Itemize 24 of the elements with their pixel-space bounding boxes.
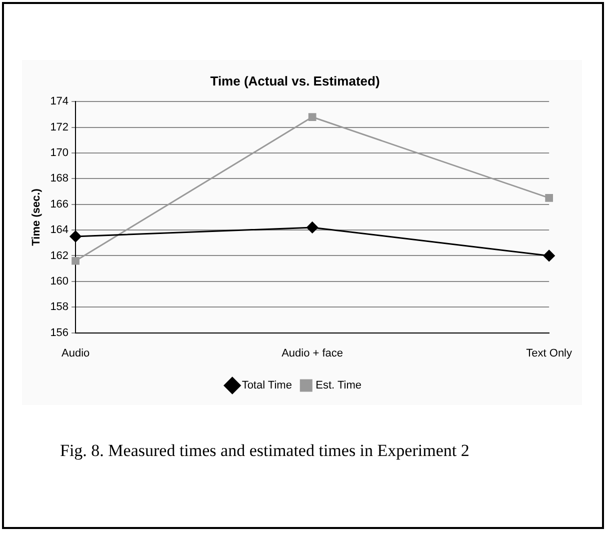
y-tick-label: 166	[50, 198, 69, 210]
y-tick-label: 158	[50, 301, 69, 314]
legend-label: Est. Time	[316, 380, 362, 392]
y-tick-label: 156	[50, 326, 69, 339]
y-tick-label: 164	[50, 224, 69, 236]
y-axis-title: Time (sec.)	[30, 188, 43, 246]
point	[545, 194, 554, 202]
y-tick-label: 160	[50, 275, 69, 288]
point	[308, 113, 316, 121]
legend-label: Total Time	[242, 380, 292, 392]
y-tick-label: 168	[50, 172, 69, 185]
x-tick-label: Audio	[61, 347, 90, 360]
caption: Fig. 8. Measured times and estimated times in Experiment 2	[60, 440, 470, 462]
x-tick-label: Audio + face	[282, 347, 344, 360]
point	[543, 250, 555, 262]
point	[70, 230, 82, 242]
y-tick-label: 162	[50, 250, 69, 262]
y-tick-label: 170	[50, 147, 69, 160]
y-tick-label: 174	[50, 96, 69, 108]
x-tick-label: Text Only	[526, 347, 572, 360]
point	[72, 256, 80, 265]
y-tick-label: 172	[50, 121, 69, 134]
point	[306, 222, 318, 234]
chart-title: Time (Actual vs. Estimated)	[210, 73, 380, 88]
